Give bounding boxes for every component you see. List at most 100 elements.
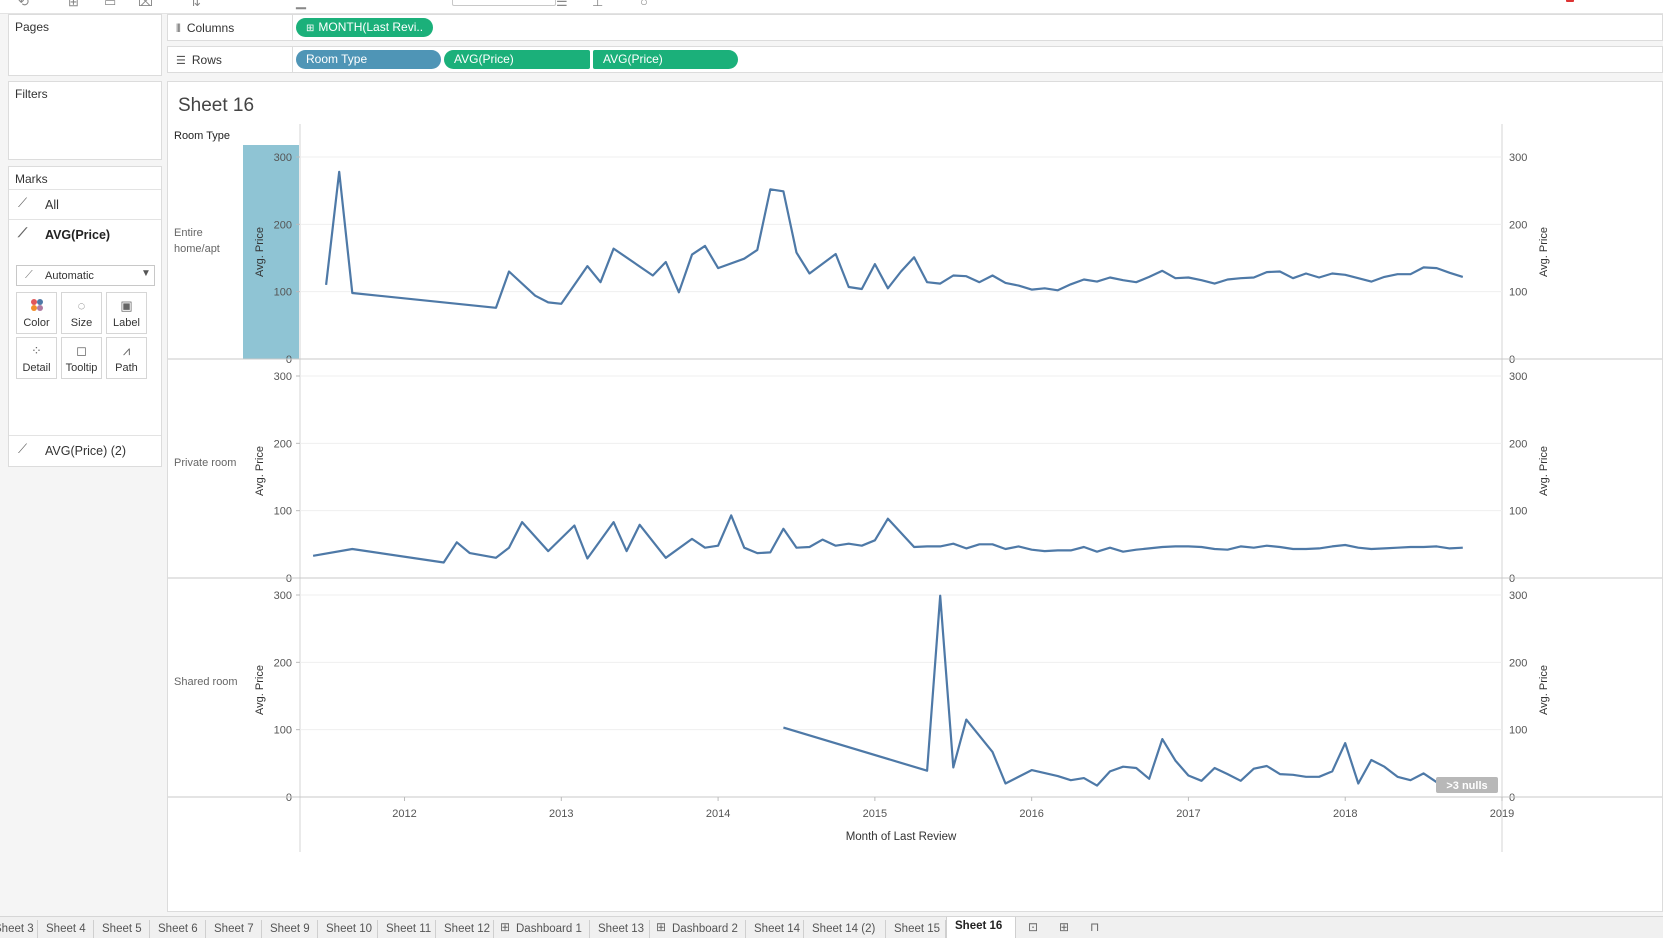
new-sheet-icon[interactable]: ⊞ (68, 0, 79, 9)
pin-icon[interactable]: ⊥ (592, 0, 604, 9)
color-icon (17, 298, 56, 314)
room-type-header: Room Type (174, 130, 230, 142)
marks-avg-price-label: AVG(Price) (45, 228, 111, 242)
x-tick-label: 2016 (1019, 808, 1043, 820)
shelf-divider (292, 15, 293, 40)
y-tick-label: 100 (274, 725, 292, 737)
tab-sheet-5[interactable]: Sheet 5 (94, 920, 150, 938)
rows-label-text: Rows (191, 53, 222, 67)
toolbar: ⟲ ⊞ ▭ ⌧ ⇅ ▁ ☰ ⊥ ○ (0, 0, 1663, 14)
selected-header-highlight (243, 145, 299, 359)
marks-avg-price2-tab[interactable]: ⟋ AVG(Price) (2) (9, 435, 161, 465)
new-story-icon[interactable]: ⊓ (1090, 920, 1100, 934)
x-tick-label: 2013 (549, 808, 573, 820)
fit-dropdown[interactable] (452, 0, 556, 6)
rows-shelf[interactable]: ☰ Rows Room Type AVG(Price) AVG(Price) (167, 46, 1663, 73)
series-line-0 (325, 170, 1464, 309)
marks-all-tab[interactable]: ⟋ All (9, 189, 161, 219)
close-icon[interactable] (1566, 0, 1574, 2)
marks-avg-price-tab[interactable]: ⟋ AVG(Price) (9, 219, 161, 249)
tab-sheet-7[interactable]: Sheet 7 (206, 920, 262, 938)
row-header-entire-home: Entire home/apt (174, 227, 220, 255)
tab-sheet-15[interactable]: Sheet 15 (886, 920, 946, 938)
tab-sheet-13[interactable]: Sheet 13 (590, 920, 650, 938)
sheet-title: Sheet 16 (178, 95, 255, 116)
new-worksheet-icon[interactable]: ⊡ (1028, 920, 1039, 934)
y2-tick-label: 200 (1509, 657, 1527, 669)
tooltip-button[interactable]: ◻ Tooltip (61, 337, 102, 379)
line-mark-icon: ⟋ (25, 269, 33, 281)
columns-label-text: Columns (186, 21, 235, 35)
size-label: Size (70, 317, 93, 329)
series-line-2 (783, 594, 1451, 787)
line-mark-icon: ⟋ (18, 225, 28, 240)
tab-sheet-10[interactable]: Sheet 10 (318, 920, 378, 938)
tab-sheet-14-2[interactable]: Sheet 14 (2) (804, 920, 886, 938)
tooltip-label: Tooltip (65, 362, 98, 374)
y-axis-title: Avg. Price (254, 227, 266, 277)
x-tick-label: 2018 (1333, 808, 1357, 820)
y-tick-label: 0 (286, 573, 292, 585)
marks-card: Marks ⟋ All ⟋ AVG(Price) ⟋ Automatic ▼ C… (8, 166, 162, 467)
y-tick-label: 200 (274, 438, 292, 450)
highlight-icon[interactable]: ▁ (296, 0, 306, 9)
duplicate-icon[interactable]: ▭ (104, 0, 117, 9)
x-tick-label: 2015 (863, 808, 887, 820)
y2-tick-label: 0 (1509, 792, 1515, 804)
x-tick-label: 2012 (392, 808, 416, 820)
tab-sheet-4[interactable]: Sheet 4 (38, 920, 94, 938)
line-mark-icon: ⟋ (18, 441, 28, 456)
path-button[interactable]: ⩘ Path (106, 337, 147, 379)
x-axis-title: Month of Last Review (846, 831, 957, 843)
rows-pill-avg-price[interactable]: AVG(Price) (444, 50, 590, 69)
rows-icon: ☰ (176, 55, 186, 67)
line-chart[interactable]: Room Type 0 0 100 100 200 200 300 300 Entire home/… (168, 82, 1663, 912)
y2-tick-label: 100 (1509, 506, 1527, 518)
tab-sheet-11[interactable]: Sheet 11 (378, 920, 436, 938)
y2-tick-label: 100 (1509, 725, 1527, 737)
sheet-view: Sheet 16 Room Type 0 0 100 100 200 200 300 300 En… (167, 81, 1663, 912)
y-tick-label: 300 (274, 152, 292, 164)
filters-card[interactable]: Filters (8, 81, 162, 160)
nulls-badge[interactable] (1436, 777, 1498, 793)
rows-pill-room-type[interactable]: Room Type (296, 50, 441, 69)
y-axis-title: Avg. Price (254, 665, 266, 715)
pages-card[interactable]: Pages (8, 14, 162, 76)
tab-sheet-3[interactable]: Sheet 3 (0, 920, 38, 938)
label-button[interactable]: ▣ Label (106, 292, 147, 334)
series-line-1 (312, 514, 1463, 564)
columns-shelf[interactable]: ⦀ Columns ⊞ MONTH(Last Revi.. (167, 14, 1663, 41)
tab-sheet-6[interactable]: Sheet 6 (150, 920, 206, 938)
dashboard-icon: ⊞ (656, 920, 667, 934)
y-tick-label: 0 (286, 354, 292, 366)
tab-sheet-14[interactable]: Sheet 14 (746, 920, 804, 938)
tab-sheet-16[interactable]: Sheet 16 (946, 917, 1016, 938)
tab-dashboard-2[interactable]: Dashboard 2 (650, 920, 746, 938)
color-button[interactable]: Color (16, 292, 57, 334)
size-icon: ◌ (77, 298, 86, 313)
tooltip-icon[interactable]: ○ (640, 0, 648, 9)
shelf-divider (292, 47, 293, 72)
columns-pill-label: MONTH(Last Revi.. (318, 20, 424, 34)
tab-sheet-9[interactable]: Sheet 9 (262, 920, 318, 938)
marks-title: Marks (15, 172, 48, 186)
rows-pill-avg-price-2[interactable]: AVG(Price) (593, 50, 738, 69)
detail-button[interactable]: ⁘ Detail (16, 337, 57, 379)
clear-sheet-icon[interactable]: ⌧ (138, 0, 153, 9)
size-button[interactable]: ◌ Size (61, 292, 102, 334)
show-labels-icon[interactable]: ☰ (556, 0, 568, 9)
mark-type-dropdown[interactable]: ⟋ Automatic ▼ (16, 265, 155, 286)
label-label: Label (113, 317, 140, 329)
path-label: Path (115, 362, 138, 374)
undo-icon[interactable]: ⟲ (18, 0, 29, 9)
mark-type-value: Automatic (45, 270, 94, 282)
chevron-down-icon: ▼ (141, 268, 151, 279)
tab-sheet-12[interactable]: Sheet 12 (436, 920, 494, 938)
tab-dashboard-1[interactable]: Dashboard 1 (494, 920, 590, 938)
columns-pill-month[interactable]: ⊞ MONTH(Last Revi.. (296, 18, 433, 37)
y2-axis-title: Avg. Price (1538, 446, 1550, 496)
swap-icon[interactable]: ⇅ (190, 0, 201, 9)
marks-avg-price2-label: AVG(Price) (2) (45, 444, 127, 458)
new-dashboard-icon[interactable]: ⊞ (1059, 920, 1070, 934)
